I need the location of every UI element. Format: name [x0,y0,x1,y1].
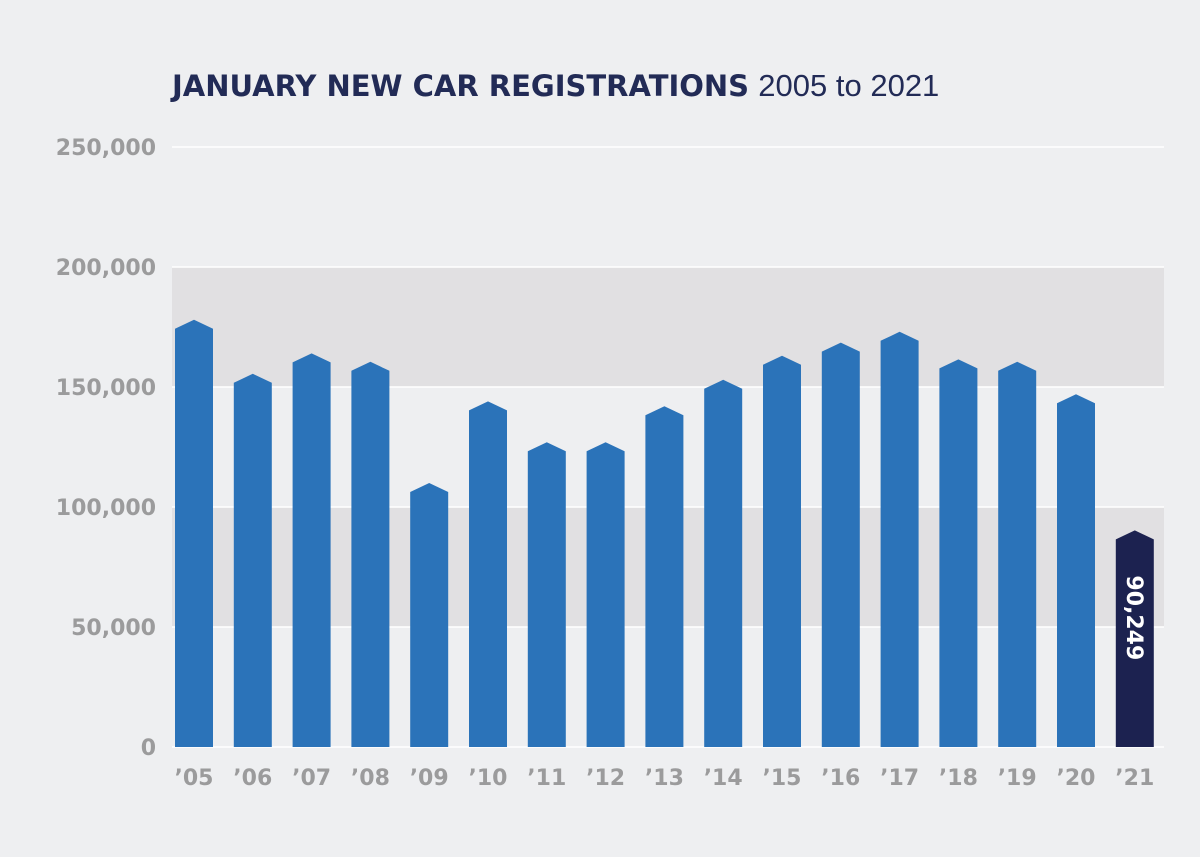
y-tick-label: 150,000 [56,376,156,401]
y-tick-label: 100,000 [56,496,156,521]
x-tick-label: ’06 [233,766,272,791]
bar [292,353,331,747]
bar [1115,530,1154,747]
x-tick-label: ’19 [998,766,1037,791]
y-tick-label: 250,000 [56,136,156,161]
bar [586,442,625,747]
bar [939,359,978,747]
x-tick-label: ’13 [645,766,684,791]
bar [175,319,213,747]
chart-title-main: JANUARY NEW CAR REGISTRATIONS [172,69,750,103]
bar [763,355,801,747]
bar [704,379,743,747]
y-tick-label: 0 [141,736,156,761]
x-tick-label: ’21 [1115,766,1154,791]
x-tick-label: ’09 [410,766,449,791]
bar [469,401,507,747]
bar [1057,394,1095,747]
bar [998,361,1037,747]
grid-band-1 [172,267,1164,387]
x-tick-label: ’12 [586,766,625,791]
bar [527,442,566,747]
x-tick-label: ’11 [527,766,566,791]
x-tick-label: ’07 [292,766,331,791]
x-tick-label: ’08 [351,766,390,791]
bar [410,483,449,747]
x-tick-label: ’20 [1057,766,1096,791]
data-label: 90,249 [1121,575,1146,660]
bar [880,331,919,747]
x-tick-label: ’14 [704,766,743,791]
y-tick-label: 50,000 [71,616,156,641]
x-tick-label: ’16 [821,766,860,791]
y-tick-label: 200,000 [56,256,156,281]
bar [821,342,860,747]
x-tick-label: ’18 [939,766,978,791]
bar [233,373,272,747]
x-tick-label: ’17 [880,766,919,791]
x-tick-label: ’05 [175,766,214,791]
chart-title: JANUARY NEW CAR REGISTRATIONS 2005 to 20… [172,66,939,106]
x-tick-label: ’10 [469,766,508,791]
bar [645,406,684,747]
chart-subtitle: 2005 to 2021 [758,68,940,103]
bar [351,361,390,747]
x-tick-label: ’15 [763,766,802,791]
